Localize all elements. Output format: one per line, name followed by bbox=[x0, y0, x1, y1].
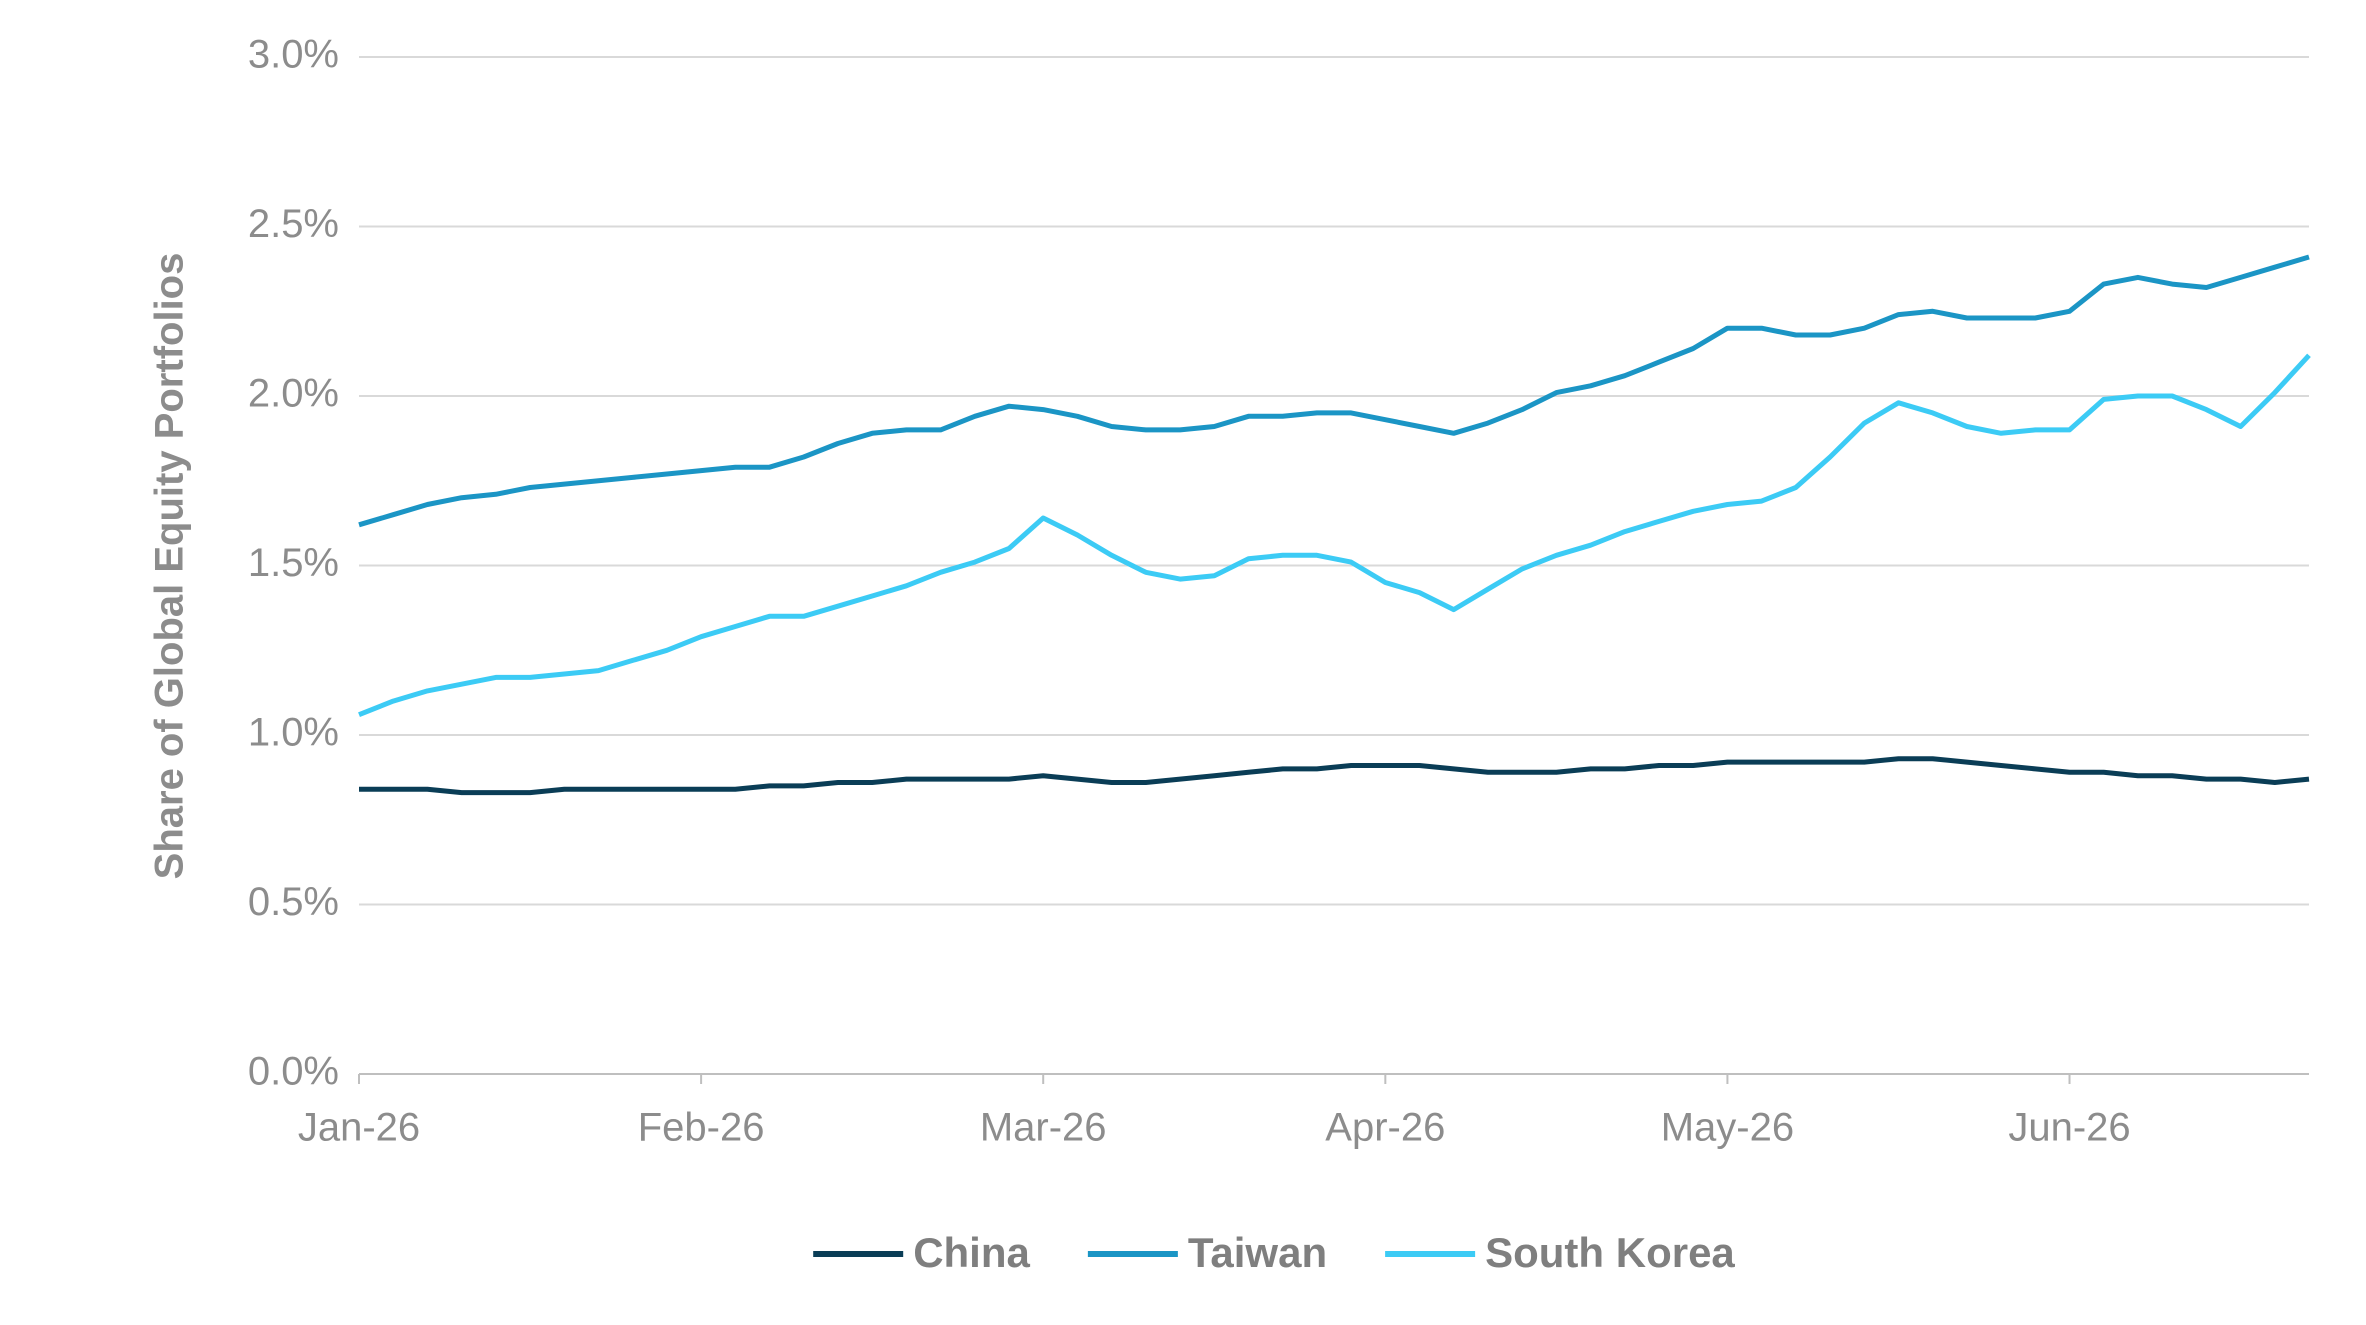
legend-label: South Korea bbox=[1485, 1229, 1735, 1276]
series-line bbox=[358, 254, 2310, 528]
legend-label: Taiwan bbox=[1188, 1229, 1327, 1276]
y-tick-label: 2.5% bbox=[248, 202, 339, 246]
series-line bbox=[358, 353, 2311, 718]
y-tick-label: 0.0% bbox=[248, 1050, 339, 1094]
legend-label: China bbox=[913, 1229, 1030, 1276]
legend: China Taiwan South Korea bbox=[813, 1229, 1735, 1276]
x-tick-label: Jun-26 bbox=[2008, 1106, 2130, 1150]
y-tick-label: 3.0% bbox=[248, 33, 339, 77]
y-axis-title: Share of Global Equity Portfolios bbox=[148, 253, 192, 880]
y-tick-label: 0.5% bbox=[248, 880, 339, 924]
x-tick-label: Feb-26 bbox=[638, 1106, 765, 1150]
series-line bbox=[359, 756, 2310, 796]
y-tick-label: 1.0% bbox=[248, 711, 339, 755]
y-tick-label: 1.5% bbox=[248, 541, 339, 585]
x-tick-label: Jan-26 bbox=[298, 1106, 420, 1150]
x-tick-label: Apr-26 bbox=[1325, 1106, 1445, 1150]
x-tick-label: May-26 bbox=[1661, 1106, 1794, 1150]
x-tick-label: Mar-26 bbox=[980, 1106, 1107, 1150]
y-tick-label: 2.0% bbox=[248, 372, 339, 416]
